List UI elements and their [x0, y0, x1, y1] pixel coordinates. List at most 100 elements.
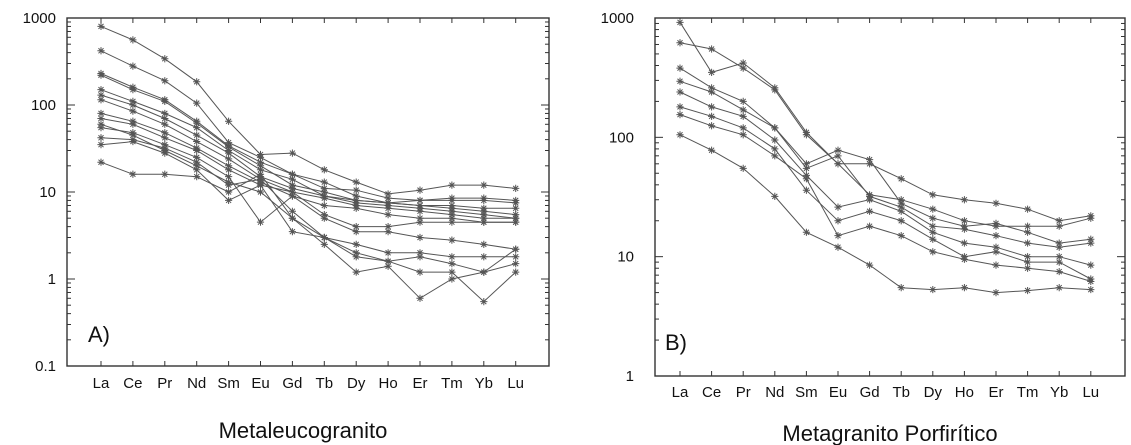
x-tick-label: Tm	[1017, 384, 1039, 401]
data-point	[193, 153, 201, 161]
data-point	[288, 149, 296, 157]
data-point	[352, 178, 360, 186]
data-point	[480, 181, 488, 189]
data-point	[320, 240, 328, 248]
data-point	[416, 186, 424, 194]
data-point	[897, 284, 905, 292]
x-tick-label: La	[93, 375, 110, 392]
x-tick-label: Pr	[157, 375, 172, 392]
series-line	[100, 73, 516, 204]
data-point	[929, 214, 937, 222]
data-point	[960, 284, 968, 292]
x-tick-label: Nd	[765, 384, 784, 401]
data-point	[288, 170, 296, 178]
axis-ticks-b	[655, 18, 1125, 377]
data-point	[320, 178, 328, 186]
data-point	[771, 86, 779, 94]
data-point	[960, 225, 968, 233]
data-point	[960, 217, 968, 225]
data-point	[352, 204, 360, 212]
data-point	[676, 64, 684, 72]
data-point	[416, 249, 424, 257]
y-tick-label: 1000	[23, 10, 56, 27]
data-point	[708, 146, 716, 154]
data-point	[256, 181, 265, 189]
data-point	[1055, 258, 1063, 266]
data-point	[129, 107, 137, 115]
data-point	[161, 77, 169, 85]
data-point	[929, 191, 937, 199]
data-point	[448, 218, 456, 226]
series-9	[97, 114, 520, 231]
data-point	[739, 164, 747, 172]
data-point	[897, 199, 905, 207]
data-point	[708, 88, 716, 96]
data-point	[193, 166, 201, 174]
data-point	[1024, 286, 1032, 295]
x-tick-label: Ho	[955, 384, 974, 401]
data-point	[512, 218, 520, 226]
data-point	[1055, 239, 1063, 247]
x-tick-label: Er	[413, 375, 428, 392]
data-point	[708, 45, 716, 53]
data-point	[929, 248, 937, 256]
x-tick-label: Ho	[379, 375, 398, 392]
data-point	[97, 120, 105, 128]
x-tick-labels-b: La Ce Pr Nd Sm Eu Gd Tb Dy Ho Er Tm Yb Lu	[672, 384, 1099, 401]
data-point	[288, 188, 296, 196]
series-line	[100, 89, 516, 216]
data-point	[352, 192, 360, 200]
data-point	[320, 214, 328, 222]
y-tick-label: 1	[626, 368, 634, 385]
data-point	[97, 91, 105, 99]
data-point	[1024, 258, 1032, 266]
axis-ticks-a	[67, 18, 549, 367]
data-point	[739, 112, 747, 120]
data-point	[225, 143, 233, 151]
data-point	[992, 288, 1000, 297]
data-point	[256, 166, 265, 174]
data-point	[129, 137, 137, 146]
data-point	[771, 152, 779, 160]
data-point	[1087, 235, 1095, 243]
x-tick-label: Ce	[702, 384, 721, 401]
data-point	[676, 88, 684, 96]
data-point	[320, 184, 328, 192]
data-point	[416, 253, 424, 261]
data-point	[771, 136, 779, 144]
data-point	[802, 228, 810, 236]
data-point	[384, 194, 392, 202]
data-point	[676, 77, 684, 85]
data-point	[739, 97, 747, 106]
y-tick-label: 10	[617, 249, 634, 266]
data-point	[193, 146, 201, 155]
data-point	[448, 196, 456, 205]
data-point	[352, 228, 360, 236]
data-point	[256, 218, 265, 226]
data-point	[1055, 222, 1063, 230]
data-point	[193, 123, 201, 132]
series-line	[100, 94, 516, 219]
series-line	[679, 42, 1091, 227]
x-tick-label: La	[672, 384, 689, 401]
data-point	[225, 162, 233, 170]
series-line	[100, 112, 516, 223]
series-line	[100, 127, 516, 250]
data-point	[929, 205, 937, 213]
x-tick-label: Sm	[795, 384, 818, 401]
y-tick-labels-a: 0.1 1 10 100 1000	[23, 10, 56, 375]
data-point	[834, 232, 842, 240]
data-point	[739, 59, 747, 67]
data-point	[225, 188, 233, 196]
data-point	[480, 297, 488, 306]
series-6	[97, 91, 520, 222]
data-point	[1055, 267, 1063, 276]
data-point	[97, 47, 105, 55]
data-point	[676, 18, 684, 26]
data-point	[739, 106, 747, 114]
series-line	[679, 91, 1091, 266]
series-line	[100, 118, 516, 228]
data-point	[256, 188, 265, 196]
data-point	[1024, 228, 1032, 236]
data-point	[225, 117, 233, 125]
